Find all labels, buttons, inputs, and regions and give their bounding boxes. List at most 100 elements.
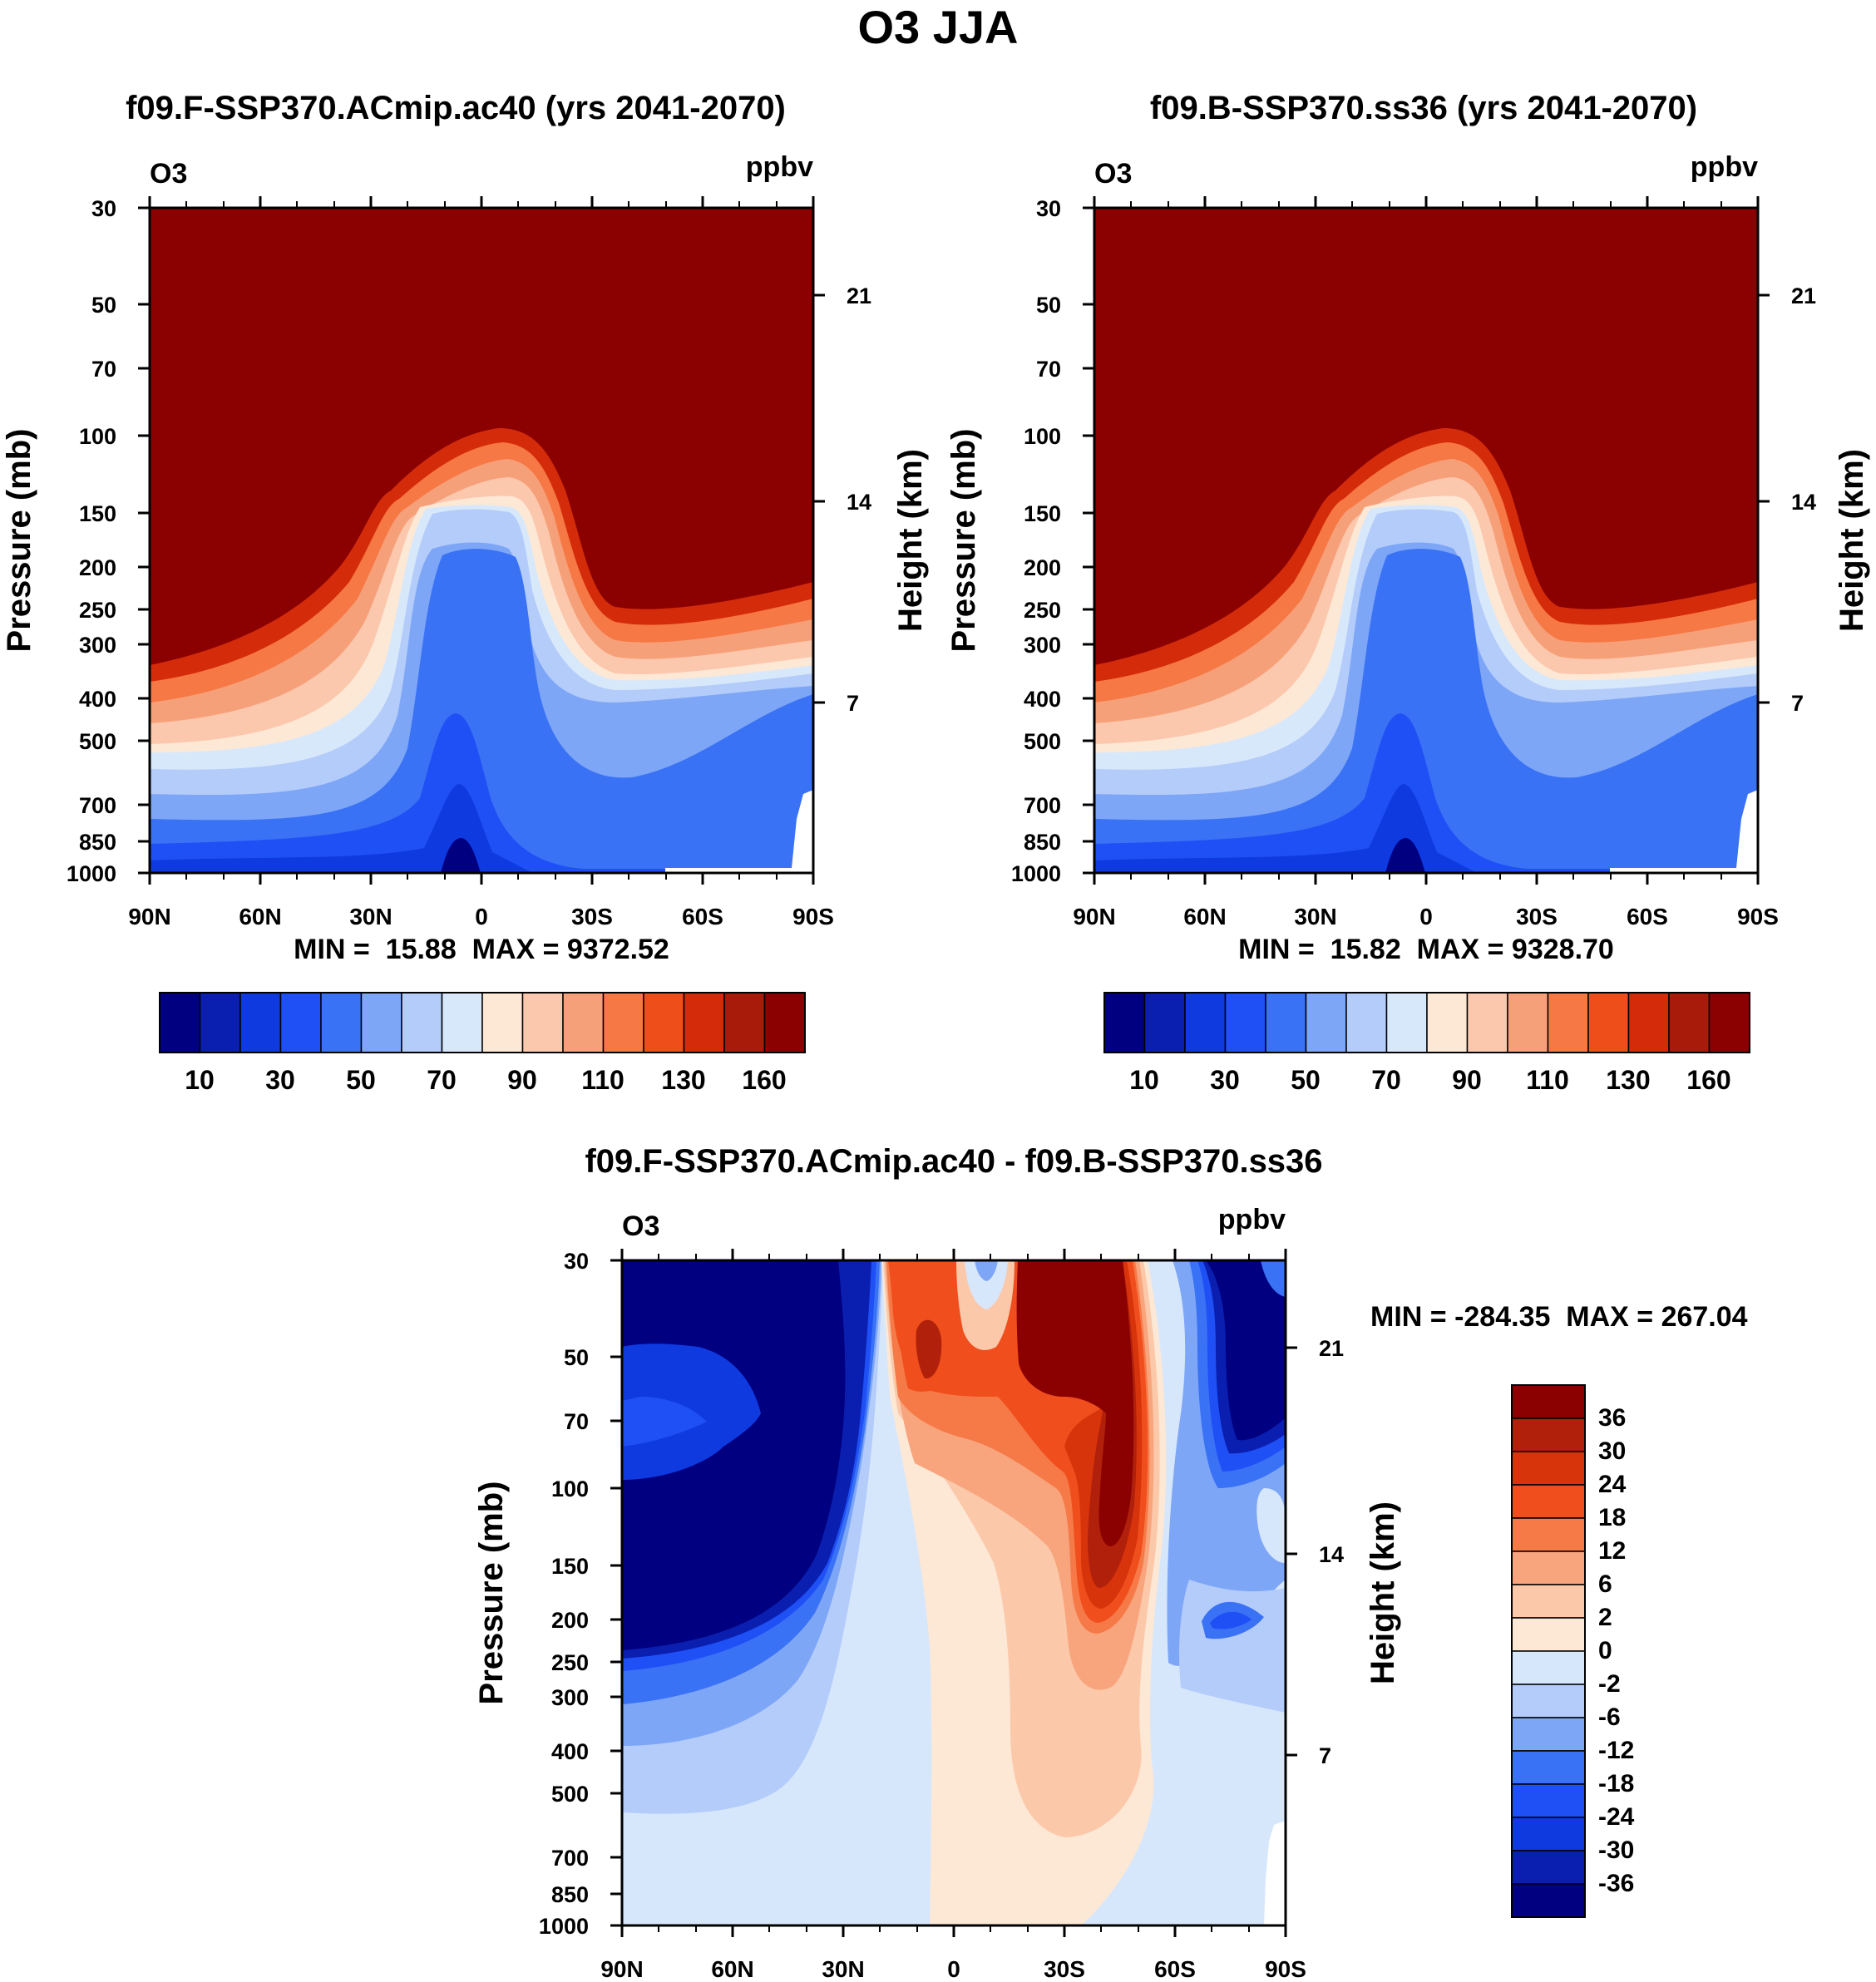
- y-tick-label: 100: [551, 1477, 589, 1501]
- right-tick-labels: 21 14 7: [847, 283, 871, 716]
- y-tick-label: 500: [79, 729, 116, 754]
- colorbar-swatch: [1627, 992, 1670, 1053]
- colorbar-swatch: [1511, 1684, 1586, 1718]
- colorbar-label: -18: [1598, 1770, 1634, 1797]
- colorbar-label: 0: [1598, 1637, 1612, 1664]
- colorbar-swatch: [320, 992, 363, 1053]
- colorbar-label: 12: [1598, 1537, 1626, 1565]
- y-tick-label: 500: [551, 1782, 589, 1807]
- y-tick-label: 300: [79, 633, 116, 658]
- colorbar-swatch: [683, 992, 725, 1053]
- x-tick-label: 60N: [1183, 904, 1226, 929]
- y-tick-label: 200: [551, 1608, 589, 1633]
- colorbar-swatch: [1511, 1883, 1586, 1918]
- height-tick-label: 14: [1791, 490, 1816, 515]
- min-max-label: MIN = 15.88 MAX = 9372.52: [294, 934, 669, 965]
- y-tick-label: 100: [1024, 424, 1061, 449]
- colorbar-swatch: [521, 992, 564, 1053]
- colorbar-frame: [1511, 1384, 1586, 1918]
- colorbar-swatch: [562, 992, 605, 1053]
- height-tick-label: 7: [1319, 1743, 1331, 1768]
- colorbar-label: 50: [346, 1065, 376, 1095]
- x-tick-label: 60N: [711, 1956, 753, 1982]
- colorbar-swatches: [1511, 1384, 1586, 1918]
- min-max-label: MIN = -284.35 MAX = 267.04: [1370, 1301, 1748, 1333]
- colorbar-label: 18: [1598, 1504, 1626, 1531]
- contour-band: [622, 1397, 707, 1447]
- x-tick-labels: 90N 60N 30N 0 30S 60S 90S: [128, 904, 834, 929]
- contour-band: [441, 838, 481, 873]
- colorbar-label: -24: [1598, 1803, 1635, 1831]
- y-tick-label: 250: [551, 1650, 589, 1675]
- colorbar-swatch: [1511, 1717, 1586, 1752]
- y-tick-label: 30: [91, 196, 116, 221]
- minor-ticks: [658, 1254, 1250, 1932]
- x-tick-label: 60N: [239, 904, 281, 929]
- colorbar-label: 30: [265, 1065, 295, 1095]
- colorbar-swatch: [1587, 992, 1630, 1053]
- colorbar-swatch: [1511, 1817, 1586, 1851]
- colorbar-frame: [159, 992, 806, 1053]
- y-tick-label: 850: [1024, 830, 1061, 855]
- colorbar-swatch: [1385, 992, 1428, 1053]
- minor-ticks: [1130, 201, 1722, 880]
- y-axis-label: Pressure (mb): [945, 429, 982, 653]
- colorbar-label: 70: [1371, 1065, 1401, 1095]
- colorbar-swatch: [159, 992, 201, 1053]
- contour-band: [1256, 1488, 1286, 1563]
- contour-band: [965, 1260, 1008, 1309]
- colorbar-swatch: [1184, 992, 1227, 1053]
- colorbar-swatch: [1668, 992, 1711, 1053]
- height-tick-label: 14: [1319, 1542, 1344, 1567]
- colorbar-label: 10: [1129, 1065, 1159, 1095]
- y-tick-label: 700: [1024, 793, 1061, 818]
- y-tick-labels: 30 50 70 100 150 200 250 300 400 500 700…: [67, 196, 116, 886]
- colorbar-label: 90: [507, 1065, 537, 1095]
- y-tick-label: 200: [79, 555, 116, 580]
- y-tick-label: 850: [79, 830, 116, 855]
- colorbar-label: 160: [1686, 1065, 1730, 1095]
- right-tick-labels: 21 14 7: [1791, 283, 1816, 716]
- y-tick-label: 1000: [539, 1914, 589, 1939]
- x-tick-label: 60S: [1627, 904, 1668, 929]
- colorbar-swatch: [279, 992, 322, 1053]
- colorbar-label: 2: [1598, 1604, 1612, 1631]
- y-tick-label: 400: [551, 1739, 589, 1764]
- colorbar-swatch: [1224, 992, 1266, 1053]
- panel-2-plot: O3 ppbv 90N 60N 30N 0 30S 60S 90S 30 50 …: [945, 151, 1870, 965]
- colorbar-swatch: [1511, 1617, 1586, 1652]
- contour-band: [1094, 549, 1758, 873]
- colorbar-label: 10: [185, 1065, 215, 1095]
- x-tick-label: 30N: [1294, 904, 1336, 929]
- height-tick-label: 21: [1319, 1336, 1344, 1361]
- units-label: ppbv: [1691, 151, 1758, 183]
- x-tick-label: 0: [1419, 904, 1433, 929]
- colorbar-swatch: [1511, 1650, 1586, 1685]
- x-tick-label: 30N: [349, 904, 392, 929]
- colorbar-swatch: [481, 992, 524, 1053]
- colorbar-swatch: [441, 992, 483, 1053]
- missing-data: [1610, 790, 1758, 873]
- y-tick-label: 70: [564, 1409, 589, 1434]
- contour-band: [150, 713, 813, 873]
- colorbar-label: 70: [427, 1065, 457, 1095]
- colorbar-swatch: [1345, 992, 1388, 1053]
- colorbar-swatch: [1511, 1584, 1586, 1619]
- colorbar-label: 50: [1291, 1065, 1321, 1095]
- x-tick-label: 0: [475, 904, 488, 929]
- panel-3-plot: O3 ppbv 90N 60N 30N 0 30S 60S 90S 30 50 …: [473, 1204, 1748, 1982]
- colorbar-label: 110: [581, 1065, 625, 1095]
- colorbar-label: -36: [1598, 1870, 1634, 1897]
- y-tick-label: 70: [1036, 357, 1061, 382]
- colorbar-label: -6: [1598, 1703, 1621, 1731]
- contour-band: [1210, 1611, 1251, 1629]
- y-tick-label: 50: [564, 1345, 589, 1370]
- contour-band: [975, 1260, 998, 1281]
- y-tick-label: 1000: [67, 861, 116, 886]
- panel-2-colorbar: 10 30 50 70 90 110 130 160: [1103, 992, 1750, 1095]
- colorbar-label: 30: [1210, 1065, 1240, 1095]
- y-tick-label: 250: [79, 598, 116, 623]
- y-tick-label: 300: [551, 1685, 589, 1710]
- colorbar-label: 110: [1526, 1065, 1569, 1095]
- minor-ticks: [185, 201, 778, 880]
